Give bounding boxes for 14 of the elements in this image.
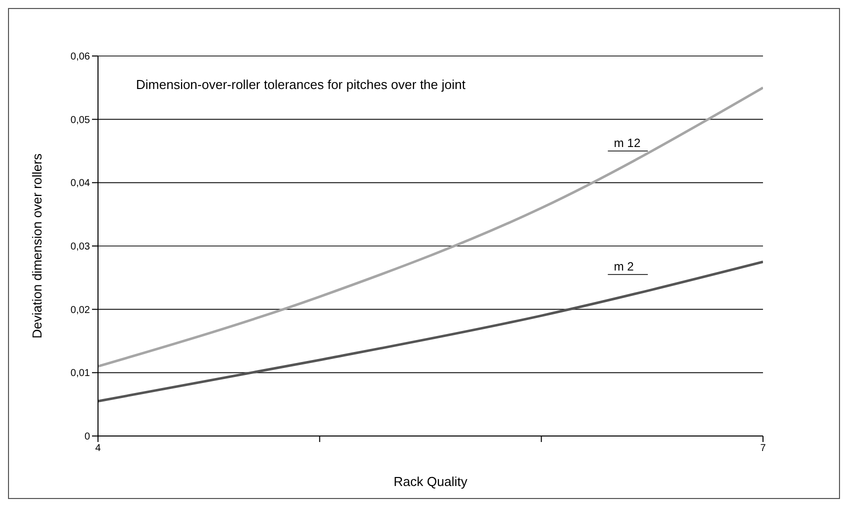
series-label: m 2 xyxy=(614,260,634,274)
text: Dimension-over-roller tolerances for pitches over the joint xyxy=(136,76,466,93)
x-axis-title: Rack Quality xyxy=(394,474,468,489)
y-axis-title: Deviation dimension over rollers xyxy=(30,153,45,338)
x-tick-label: 7 xyxy=(760,443,766,454)
x-tick-label: 4 xyxy=(95,443,102,454)
y-tick-label: 0,05 xyxy=(70,114,90,126)
y-tick-label: 0 xyxy=(84,432,90,443)
y-tick-label: 0,02 xyxy=(70,304,90,316)
y-tick-label: 0,03 xyxy=(70,242,90,253)
y-tick-label: 0,06 xyxy=(70,52,90,63)
y-tick-label: 0,04 xyxy=(70,178,90,190)
series-label: m 12 xyxy=(614,136,641,150)
y-tick-label: 0,01 xyxy=(70,368,90,380)
